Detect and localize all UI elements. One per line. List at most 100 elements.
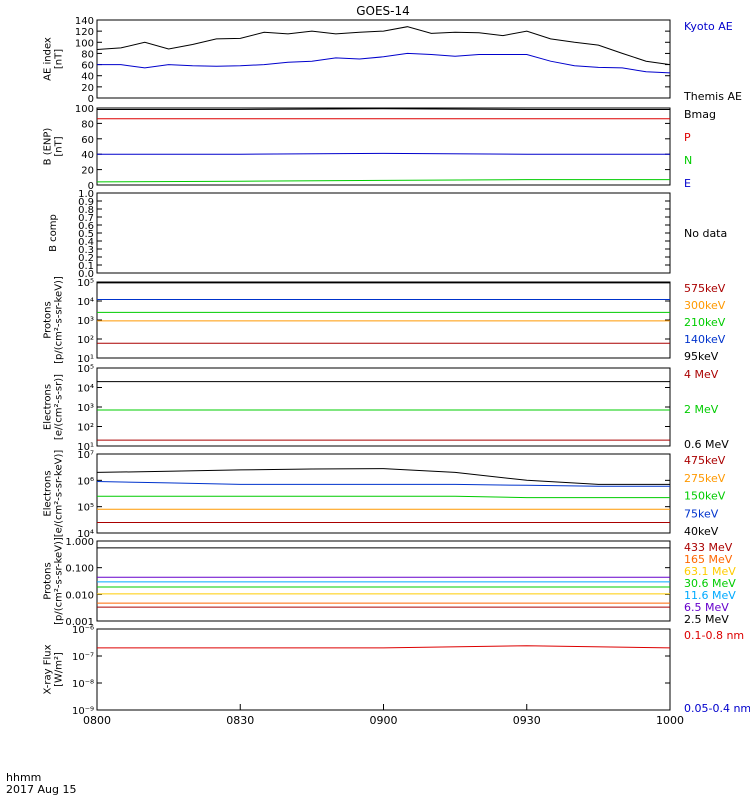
legend-11-6-mev: 11.6 MeV	[684, 589, 736, 602]
y-tick-label: 10³	[77, 403, 94, 414]
y-tick-label: 10⁴	[77, 529, 94, 540]
y-axis-label: Protons	[43, 562, 54, 599]
date-label: 2017 Aug 15	[6, 783, 76, 796]
x-tick-label: 0800	[83, 714, 111, 727]
panel-7: 0.001 0.010 0.100 1.000 Protons [p/(cm²-s-sr-…	[43, 537, 737, 628]
panel-3: 0.00.10.20.30.40.50.60.70.80.91.0 B comp N…	[48, 189, 727, 280]
y-axis-label: [p/(cm²-s-sr-keV)]	[54, 276, 65, 364]
no-data-note: No data	[684, 227, 727, 240]
y-tick-label: 10¹	[77, 354, 94, 365]
legend-0-1-0-8-nm: 0.1-0.8 nm	[684, 629, 744, 642]
panel-frame	[96, 192, 671, 274]
panel-frame	[96, 628, 671, 711]
series-line-40kev	[96, 468, 670, 485]
y-tick-label: 10⁴	[77, 297, 94, 308]
y-tick-label: 0	[88, 181, 94, 192]
time-corner-label: hhmm	[6, 771, 41, 784]
y-axis-label: B comp	[48, 214, 59, 252]
y-tick-label: 0.3	[78, 245, 94, 256]
series-line-bmag	[97, 108, 670, 110]
y-axis-label: B (ENP)	[43, 128, 54, 166]
legend-475kev: 475keV	[684, 454, 726, 467]
legend-40kev: 40keV	[684, 525, 719, 538]
y-tick-label: 140	[75, 16, 94, 27]
y-tick-label: 80	[81, 49, 94, 60]
time-axis: 0800 0830 0900 0930 1000	[83, 704, 684, 727]
y-axis-label: [e/(cm²-s-sr-keV)]	[54, 450, 65, 538]
panel-5: 10¹ 10² 10³ 10⁴ 10⁵ Electrons [e/(cm²-s-sr)] 4 …	[43, 364, 730, 453]
legend-0-05-0-4-nm: 0.05-0.4 nm	[684, 702, 750, 715]
y-axis-label: X-ray Flux	[43, 644, 54, 694]
y-tick-label: 10⁴	[77, 384, 94, 395]
y-tick-label: 10⁵	[77, 503, 94, 514]
legend-275kev: 275keV	[684, 472, 726, 485]
legend-6-5-mev: 6.5 MeV	[684, 601, 729, 614]
y-tick-label: 0.7	[78, 213, 94, 224]
y-tick-label: 10³	[77, 316, 94, 327]
y-axis-label: [W/m²]	[54, 652, 65, 687]
y-tick-label: 1.000	[65, 537, 94, 548]
legend-150kev: 150keV	[684, 490, 726, 503]
series-line-kyoto-ae	[97, 52, 671, 74]
y-tick-label: 0	[88, 94, 94, 105]
panel-frame	[96, 19, 671, 99]
y-tick-label: 100	[75, 38, 94, 49]
legend-95kev: 95keV	[684, 350, 719, 363]
series-line-n	[96, 179, 670, 183]
y-tick-label: 0.0	[78, 269, 94, 280]
legend-300kev: 300keV	[684, 299, 726, 312]
y-tick-label: 1.0	[78, 189, 94, 200]
panel-6: 10⁴ 10⁵ 10⁶ 10⁷ Electrons [e/(cm²-s-sr-keV)] 4…	[43, 450, 726, 540]
legend-165-mev: 165 MeV	[684, 553, 733, 566]
y-tick-label: 60	[81, 61, 94, 72]
series-line-e	[97, 152, 670, 155]
legend-75kev: 75keV	[684, 507, 719, 520]
legend-2-mev: 2 MeV	[684, 403, 719, 416]
panel-2: 0 20 40 60 80 100 B (ENP) [nT] Bmag PNE	[43, 104, 717, 192]
panel-frame	[96, 107, 671, 186]
y-tick-label: 20	[81, 83, 94, 94]
y-tick-label: 0.010	[65, 590, 94, 601]
y-tick-label: 10⁵	[77, 364, 94, 375]
y-tick-label: 60	[81, 135, 94, 146]
legend-63-1-mev: 63.1 MeV	[684, 565, 736, 578]
y-tick-label: 0.001	[65, 617, 94, 628]
series-line-75kev	[96, 481, 670, 487]
series-line-150kev	[97, 495, 670, 499]
y-tick-label: 10⁶	[77, 476, 94, 487]
y-tick-label: 40	[81, 72, 94, 83]
y-tick-label: 100	[75, 104, 94, 115]
y-tick-label: 10²	[77, 335, 94, 346]
y-axis-label: Protons	[43, 301, 54, 338]
legend-n: N	[684, 154, 692, 167]
y-tick-label: 20	[81, 166, 94, 177]
legend-210kev: 210keV	[684, 316, 726, 329]
figure-title: GOES-14	[356, 4, 410, 18]
series-line-0-1-0-8-nm	[97, 645, 671, 649]
y-tick-label: 0.6	[78, 221, 94, 232]
panel-8: 10⁻⁹ 10⁻⁸ 10⁻⁷ 10⁻⁶ X-ray Flux [W/m²] 0.1-0.8 …	[43, 625, 750, 717]
y-axis-label: [nT]	[54, 49, 65, 69]
y-tick-label: 0.100	[65, 564, 94, 575]
legend-bmag: Bmag	[684, 108, 716, 121]
y-axis-label: Electrons	[43, 384, 54, 430]
legend-0-6-mev: 0.6 MeV	[684, 438, 729, 451]
x-tick-label: 0930	[513, 714, 541, 727]
legend-e: E	[684, 177, 691, 190]
y-tick-label: 40	[81, 150, 94, 161]
y-tick-label: 0.2	[78, 253, 94, 264]
x-tick-label: 0900	[370, 714, 398, 727]
y-axis-label: AE index	[43, 37, 54, 81]
y-axis-label: [nT]	[54, 136, 65, 156]
y-tick-label: 0.8	[78, 205, 94, 216]
panel-frame	[96, 281, 671, 359]
y-tick-label: 10⁻⁹	[72, 706, 94, 717]
y-axis-label: [e/(cm²-s-sr)]	[54, 374, 65, 440]
legend-4-mev: 4 MeV	[684, 368, 719, 381]
legend-140kev: 140keV	[684, 333, 726, 346]
y-tick-label: 10⁷	[77, 450, 94, 461]
y-tick-label: 120	[75, 27, 94, 38]
